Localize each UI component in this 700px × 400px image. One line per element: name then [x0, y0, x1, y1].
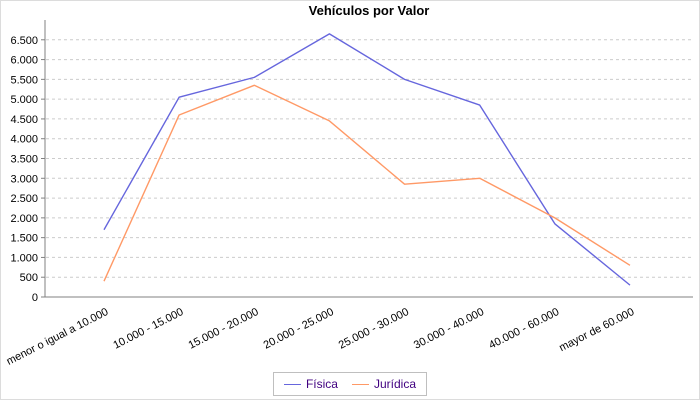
series-line-1: [103, 84, 631, 282]
y-tick-label: 4.500: [10, 114, 38, 126]
y-tick-label: 0: [32, 292, 38, 304]
y-tick-label: 6.000: [10, 55, 38, 67]
y-tick-label: 3.500: [10, 154, 38, 166]
x-category-label: 15.000 - 20.000: [187, 306, 261, 352]
legend-label-fisica: Física: [305, 377, 338, 391]
x-category-label: 10.000 - 15.000: [111, 306, 185, 352]
y-tick-label: 3.000: [10, 173, 38, 185]
legend-item-juridica: Jurídica: [351, 377, 417, 391]
y-tick-label: 6.500: [10, 35, 38, 47]
x-category-label: 40.000 - 60.000: [487, 306, 561, 352]
legend-item-fisica: Física: [283, 377, 338, 391]
series-line-0: [103, 33, 631, 286]
legend-swatch-0: [283, 383, 301, 385]
x-category-label: 25.000 - 30.000: [337, 306, 411, 352]
y-tick-label: 2.500: [10, 193, 38, 205]
y-tick-label: 4.000: [10, 134, 38, 146]
legend-row: Física Jurídica: [1, 372, 699, 396]
x-category-label: 30.000 - 40.000: [412, 306, 486, 352]
y-tick-label: 500: [20, 272, 38, 284]
y-tick-label: 5.500: [10, 74, 38, 86]
y-tick-label: 1.000: [10, 252, 38, 264]
x-category-label: 20.000 - 25.000: [262, 306, 336, 352]
y-tick-label: 1.500: [10, 233, 38, 245]
legend-label-juridica: Jurídica: [373, 377, 417, 391]
x-category-label: menor o igual a 10.000: [5, 306, 111, 368]
x-category-label: mayor de 60.000: [557, 306, 636, 354]
legend-swatch-1: [351, 383, 369, 385]
legend: Física Jurídica: [272, 372, 428, 396]
y-tick-label: 2.000: [10, 213, 38, 225]
chart-title: Vehículos por Valor: [308, 3, 430, 18]
y-tick-label: 5.000: [10, 94, 38, 106]
